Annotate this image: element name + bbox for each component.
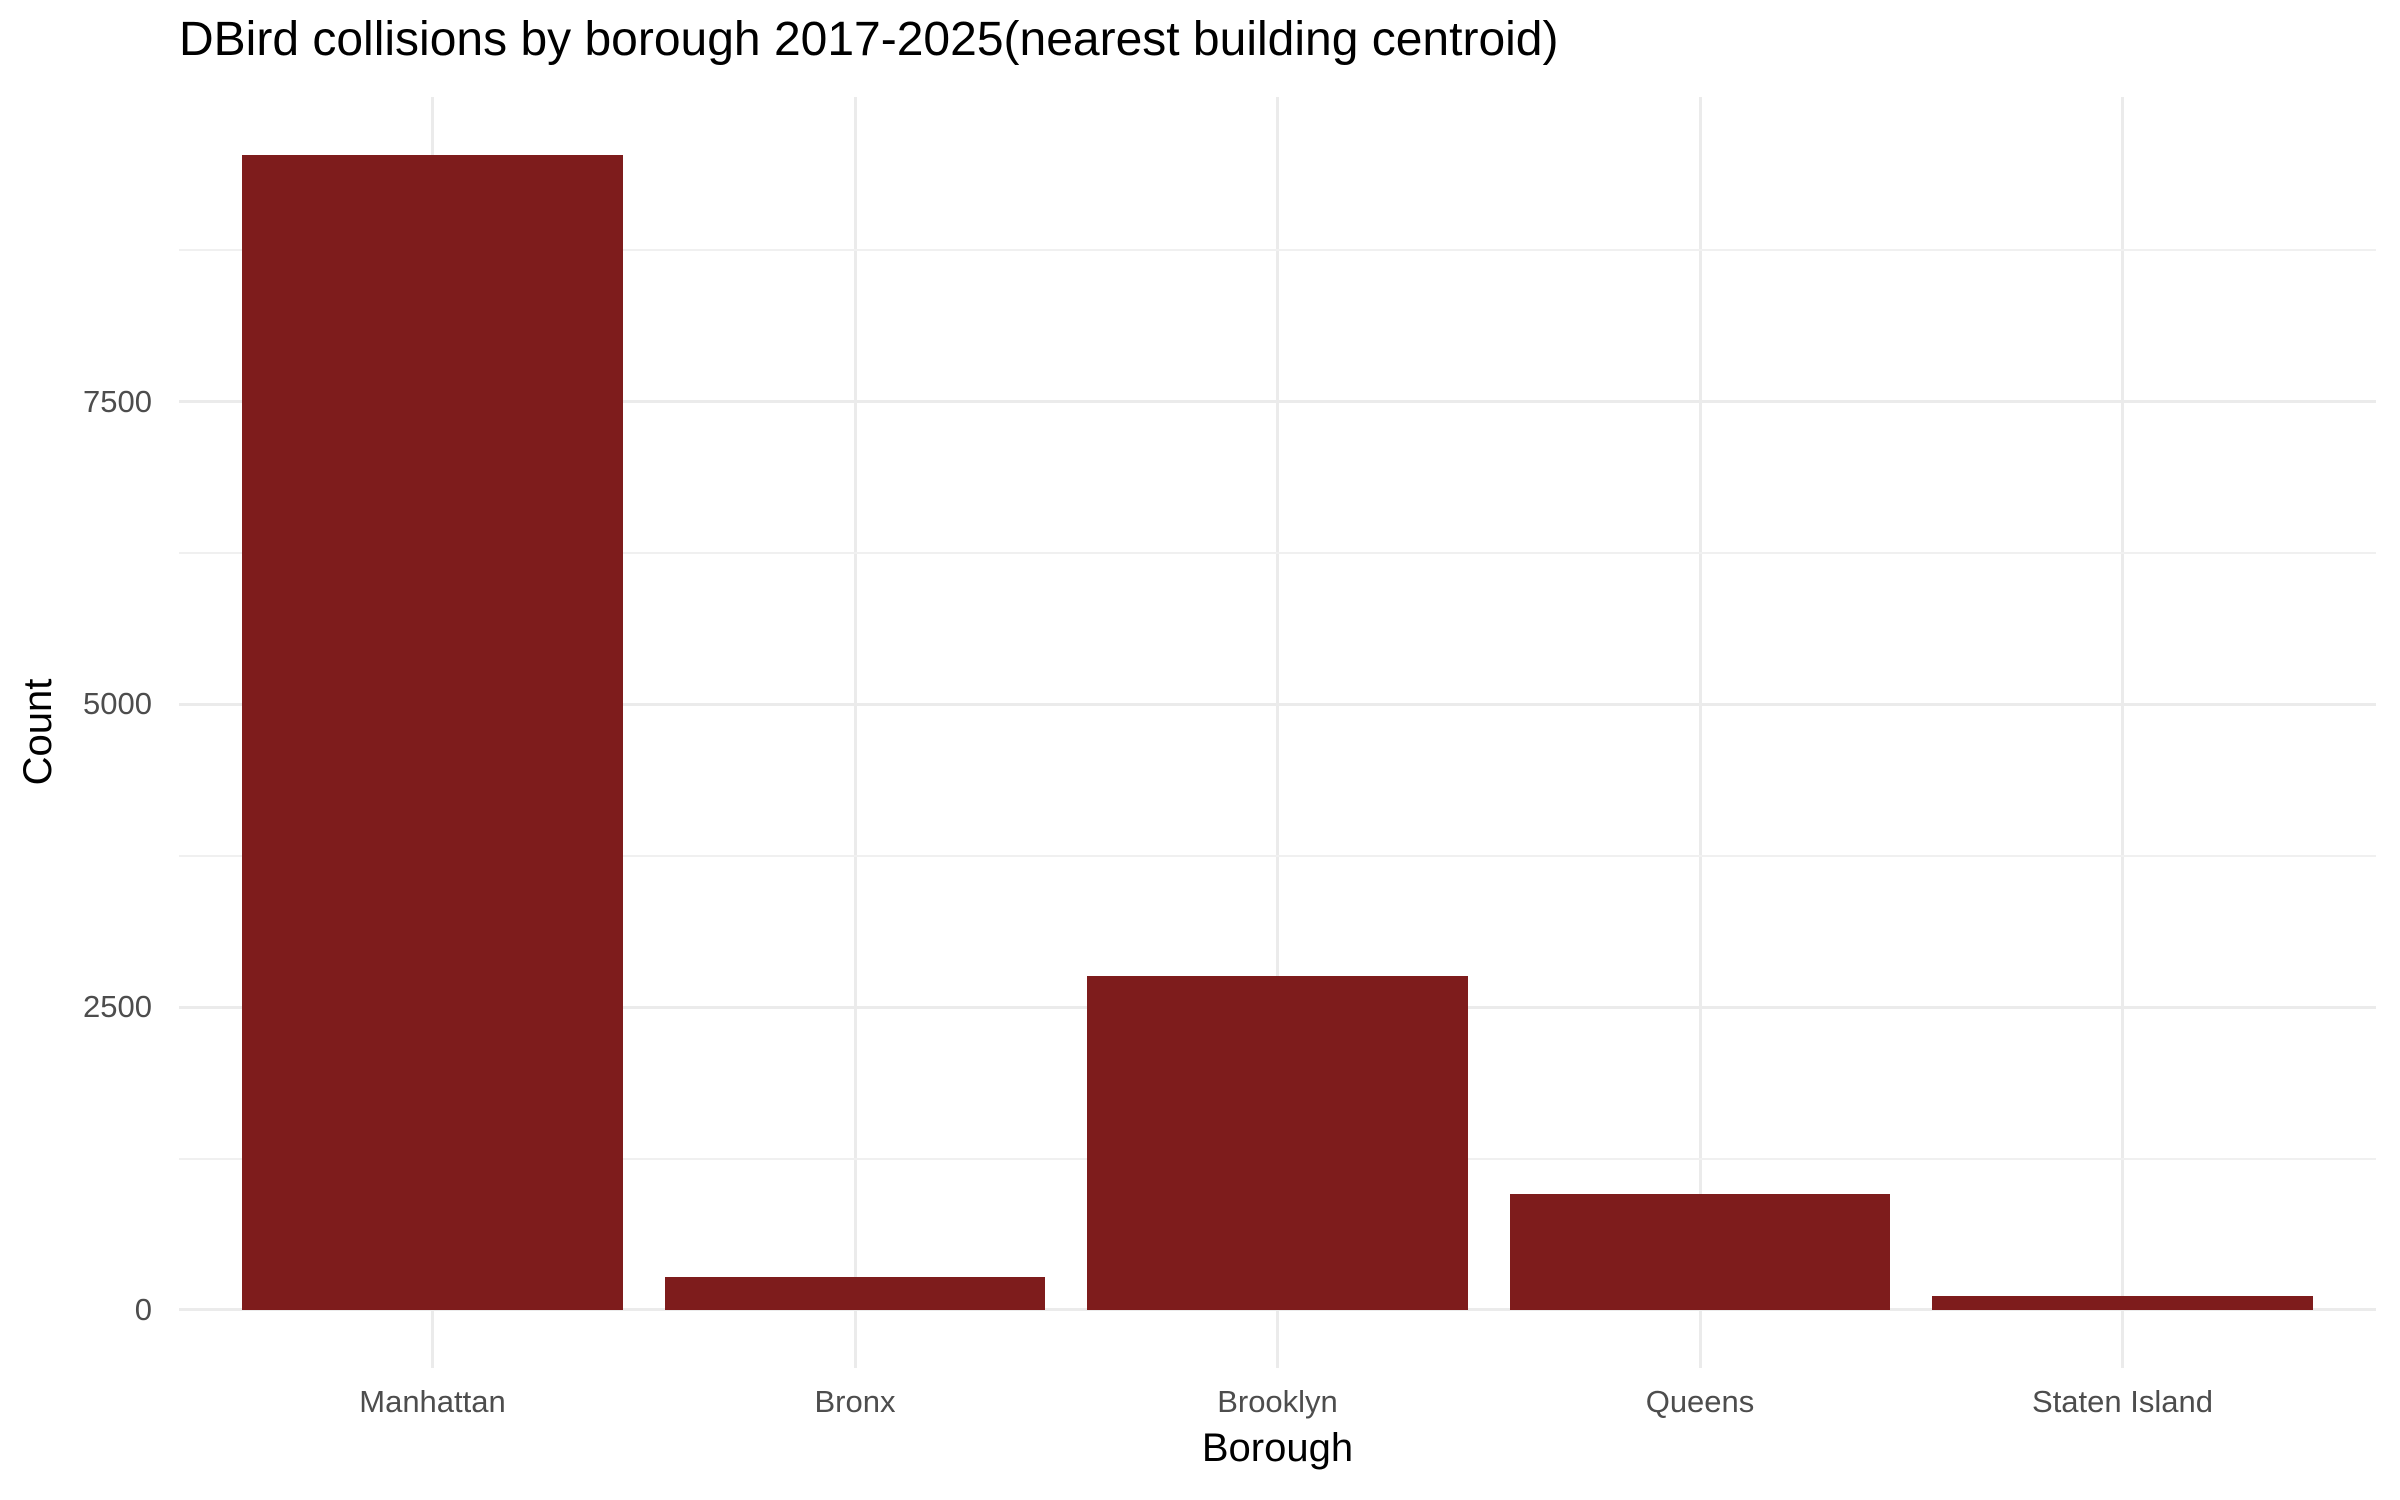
bar-queens bbox=[1509, 1193, 1891, 1310]
x-axis-title: Borough bbox=[1201, 1426, 1354, 1470]
bar-bronx bbox=[664, 1277, 1046, 1310]
horizontal-major-gridline-7500 bbox=[179, 400, 2376, 404]
horizontal-major-gridline-5000 bbox=[179, 702, 2376, 706]
bar-brooklyn bbox=[1087, 975, 1468, 1310]
chart-title: DBird collisions by borough 2017-2025(ne… bbox=[179, 13, 1559, 66]
horizontal-minor-gridline-8750 bbox=[179, 249, 2376, 252]
horizontal-minor-gridline-6250 bbox=[179, 552, 2376, 554]
vertical-gridline-staten-island bbox=[2121, 97, 2124, 1368]
x-tick-label-staten-island: Staten Island bbox=[2032, 1384, 2213, 1419]
horizontal-major-gridline-0 bbox=[179, 1308, 2376, 1312]
y-tick-label-7500: 7500 bbox=[83, 383, 152, 419]
x-tick-label-brooklyn: Brooklyn bbox=[1217, 1384, 1338, 1419]
horizontal-minor-gridline-3750 bbox=[179, 854, 2376, 857]
plot-panel bbox=[179, 97, 2376, 1368]
bar-staten-island bbox=[1932, 1296, 2313, 1310]
vertical-gridline-queens bbox=[1698, 97, 1702, 1368]
vertical-gridline-bronx bbox=[853, 97, 857, 1368]
vertical-gridline-brooklyn bbox=[1276, 97, 1279, 1368]
x-tick-label-manhattan: Manhattan bbox=[359, 1384, 506, 1419]
y-tick-label-2500: 2500 bbox=[83, 989, 152, 1025]
y-tick-label-0: 0 bbox=[134, 1291, 152, 1327]
y-tick-label-5000: 5000 bbox=[83, 686, 152, 722]
x-tick-label-bronx: Bronx bbox=[814, 1384, 896, 1419]
bar-manhattan bbox=[242, 154, 623, 1310]
x-tick-label-queens: Queens bbox=[1645, 1384, 1755, 1419]
